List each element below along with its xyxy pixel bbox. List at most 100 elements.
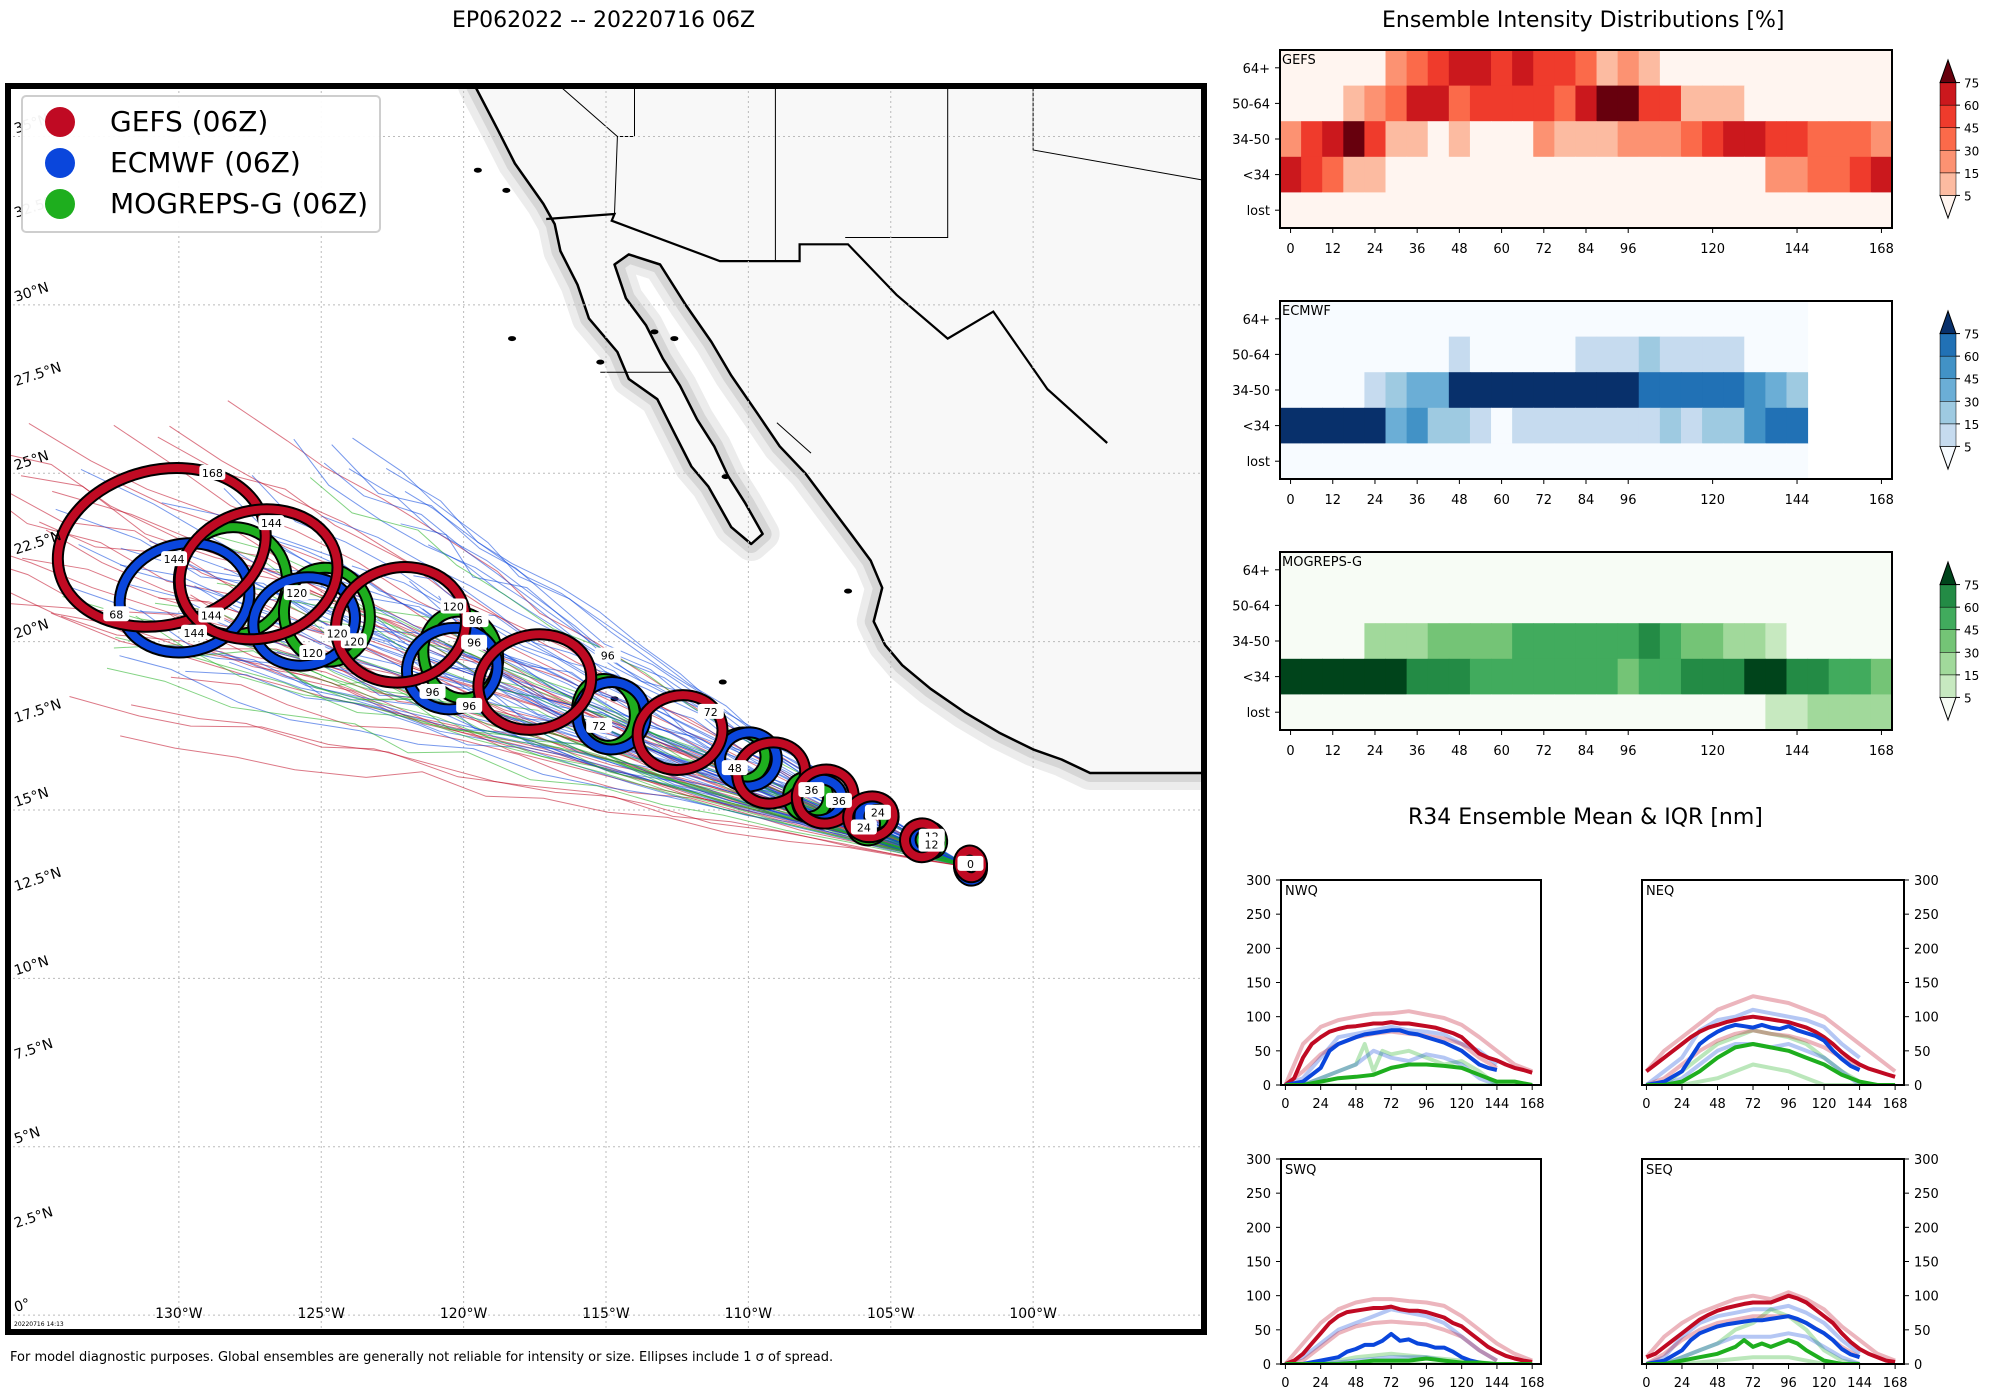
heatmap-cell (1448, 552, 1471, 589)
heatmap-cell (1343, 552, 1365, 589)
gefs-member-track (170, 676, 971, 868)
heatmap-cell (1385, 156, 1408, 193)
heatmap-cell (1301, 301, 1323, 338)
heatmap-cell (1870, 623, 1893, 660)
heatmap-cell (1343, 443, 1365, 480)
heatmap-cell (1385, 301, 1408, 338)
ellipse-label-bg (180, 624, 207, 640)
heatmap-cell (1723, 552, 1745, 589)
heatmap-cell (1870, 552, 1893, 589)
heatmap-cell (1280, 372, 1302, 409)
ellipse-label-text: 120 (302, 647, 323, 660)
heatmap-cell (1385, 85, 1408, 122)
r34-xtick-label: 120 (1449, 1097, 1474, 1112)
heatmap-xtick-label: 168 (1869, 493, 1894, 508)
heatmap-cell (1659, 301, 1682, 338)
heatmap-cell (1301, 694, 1323, 731)
heatmap-cell (1659, 443, 1682, 480)
ecmwf-member-track (119, 655, 971, 868)
heatmap-cell (1512, 407, 1534, 444)
colorbar-segment (1939, 150, 1957, 174)
colorbar-segment (1939, 378, 1957, 402)
heatmap-cell (1680, 443, 1703, 480)
r34-xtick-label: 48 (1348, 1097, 1365, 1112)
heatmap-cell (1406, 121, 1429, 158)
heatmap-xtick-label: 144 (1785, 493, 1810, 508)
r34-ytick-label: 150 (1246, 977, 1271, 992)
heatmap-cell (1343, 407, 1365, 444)
r34-xtick-label: 24 (1674, 1376, 1691, 1391)
heatmap-cell (1364, 587, 1387, 624)
heatmap-cell (1617, 372, 1640, 409)
colorbar-segment (1939, 629, 1957, 653)
colorbar-extend-top (1939, 58, 1957, 84)
r34-plot-area (1644, 1290, 1896, 1364)
ecmwf-member-track (413, 575, 971, 868)
heatmap-cell (1406, 372, 1429, 409)
r34-ytick-label: 150 (1246, 1256, 1271, 1271)
heatmap-xtick-label: 120 (1700, 493, 1725, 508)
heatmap-cell (1638, 587, 1661, 624)
heatmap-cell (1448, 336, 1471, 373)
heatmap-cell (1343, 301, 1365, 338)
ellipse-label-text: 168 (202, 467, 223, 480)
heatmap-cell (1322, 407, 1344, 444)
heatmap-cell (1343, 121, 1365, 158)
ellipse-label-bg (586, 717, 613, 733)
gefs-mean-line (1284, 1020, 1533, 1085)
ellipse-label-bg (825, 792, 852, 808)
heatmap-cell (1723, 658, 1745, 695)
colorbar-tick-label: 5 (1964, 691, 1972, 705)
r34-xtick-label: 96 (1418, 1097, 1435, 1112)
heatmap-cell (1448, 301, 1471, 338)
heatmap-cell (1638, 121, 1661, 158)
state-border (463, 86, 618, 215)
heatmap-cell (1617, 552, 1640, 589)
ellipse-label-text: 144 (261, 517, 282, 530)
heatmap-cell (1659, 85, 1682, 122)
heatmap-cell (1322, 552, 1344, 589)
ellipse-label-text: 96 (601, 650, 615, 663)
gefs-ellipse-36h (790, 763, 860, 830)
heatmap-cell (1849, 587, 1872, 624)
map-timestamp: 20220716 14:13 (14, 1321, 64, 1328)
heatmap-cell (1659, 192, 1682, 229)
r34-xtick-label: 144 (1485, 1097, 1510, 1112)
island (508, 336, 517, 342)
heatmap-cell (1744, 336, 1766, 373)
heatmap-cell (1554, 443, 1576, 480)
heatmap-cell (1280, 50, 1302, 87)
heatmap-cell (1659, 50, 1682, 87)
heatmap-cell (1617, 658, 1640, 695)
heatmap-cell (1554, 552, 1576, 589)
heatmap-cell (1702, 301, 1724, 338)
heatmap-cell (1638, 372, 1661, 409)
colorbar-tick-label: 30 (1964, 395, 1979, 409)
heatmap-cell (1469, 156, 1492, 193)
ellipse-label-text: 24 (857, 822, 871, 835)
heatmap-xtick-label: 48 (1451, 493, 1468, 508)
heatmap-cell (1786, 407, 1809, 444)
gefs-member-track (69, 696, 971, 868)
heatmap-model-label: GEFS (1282, 53, 1316, 68)
r34-ytick-label: 250 (1914, 908, 1939, 923)
heatmap-cell (1765, 407, 1787, 444)
lon-tick-label: 110°W (725, 1306, 773, 1322)
ellipse-label: 96 (456, 697, 483, 713)
ellipse-label-bg (461, 634, 488, 650)
colorbar-tick-label: 30 (1964, 646, 1979, 660)
gefs-ellipse-72h (631, 689, 729, 776)
heatmap-cell (1849, 658, 1872, 695)
ellipse-label: 144 (180, 624, 207, 640)
r34-xtick-label: 96 (1780, 1097, 1797, 1112)
mogreps-member-track (106, 667, 971, 868)
heatmap-cell (1765, 192, 1787, 229)
heatmap-cell (1744, 407, 1766, 444)
heatmap-cell (1491, 336, 1513, 373)
heatmap-cell (1280, 156, 1302, 193)
heatmap-cell (1322, 121, 1344, 158)
heatmap-cell (1849, 623, 1872, 660)
heatmap-cell (1512, 587, 1534, 624)
heatmap-cell (1491, 156, 1513, 193)
heatmap-cell (1343, 85, 1365, 122)
